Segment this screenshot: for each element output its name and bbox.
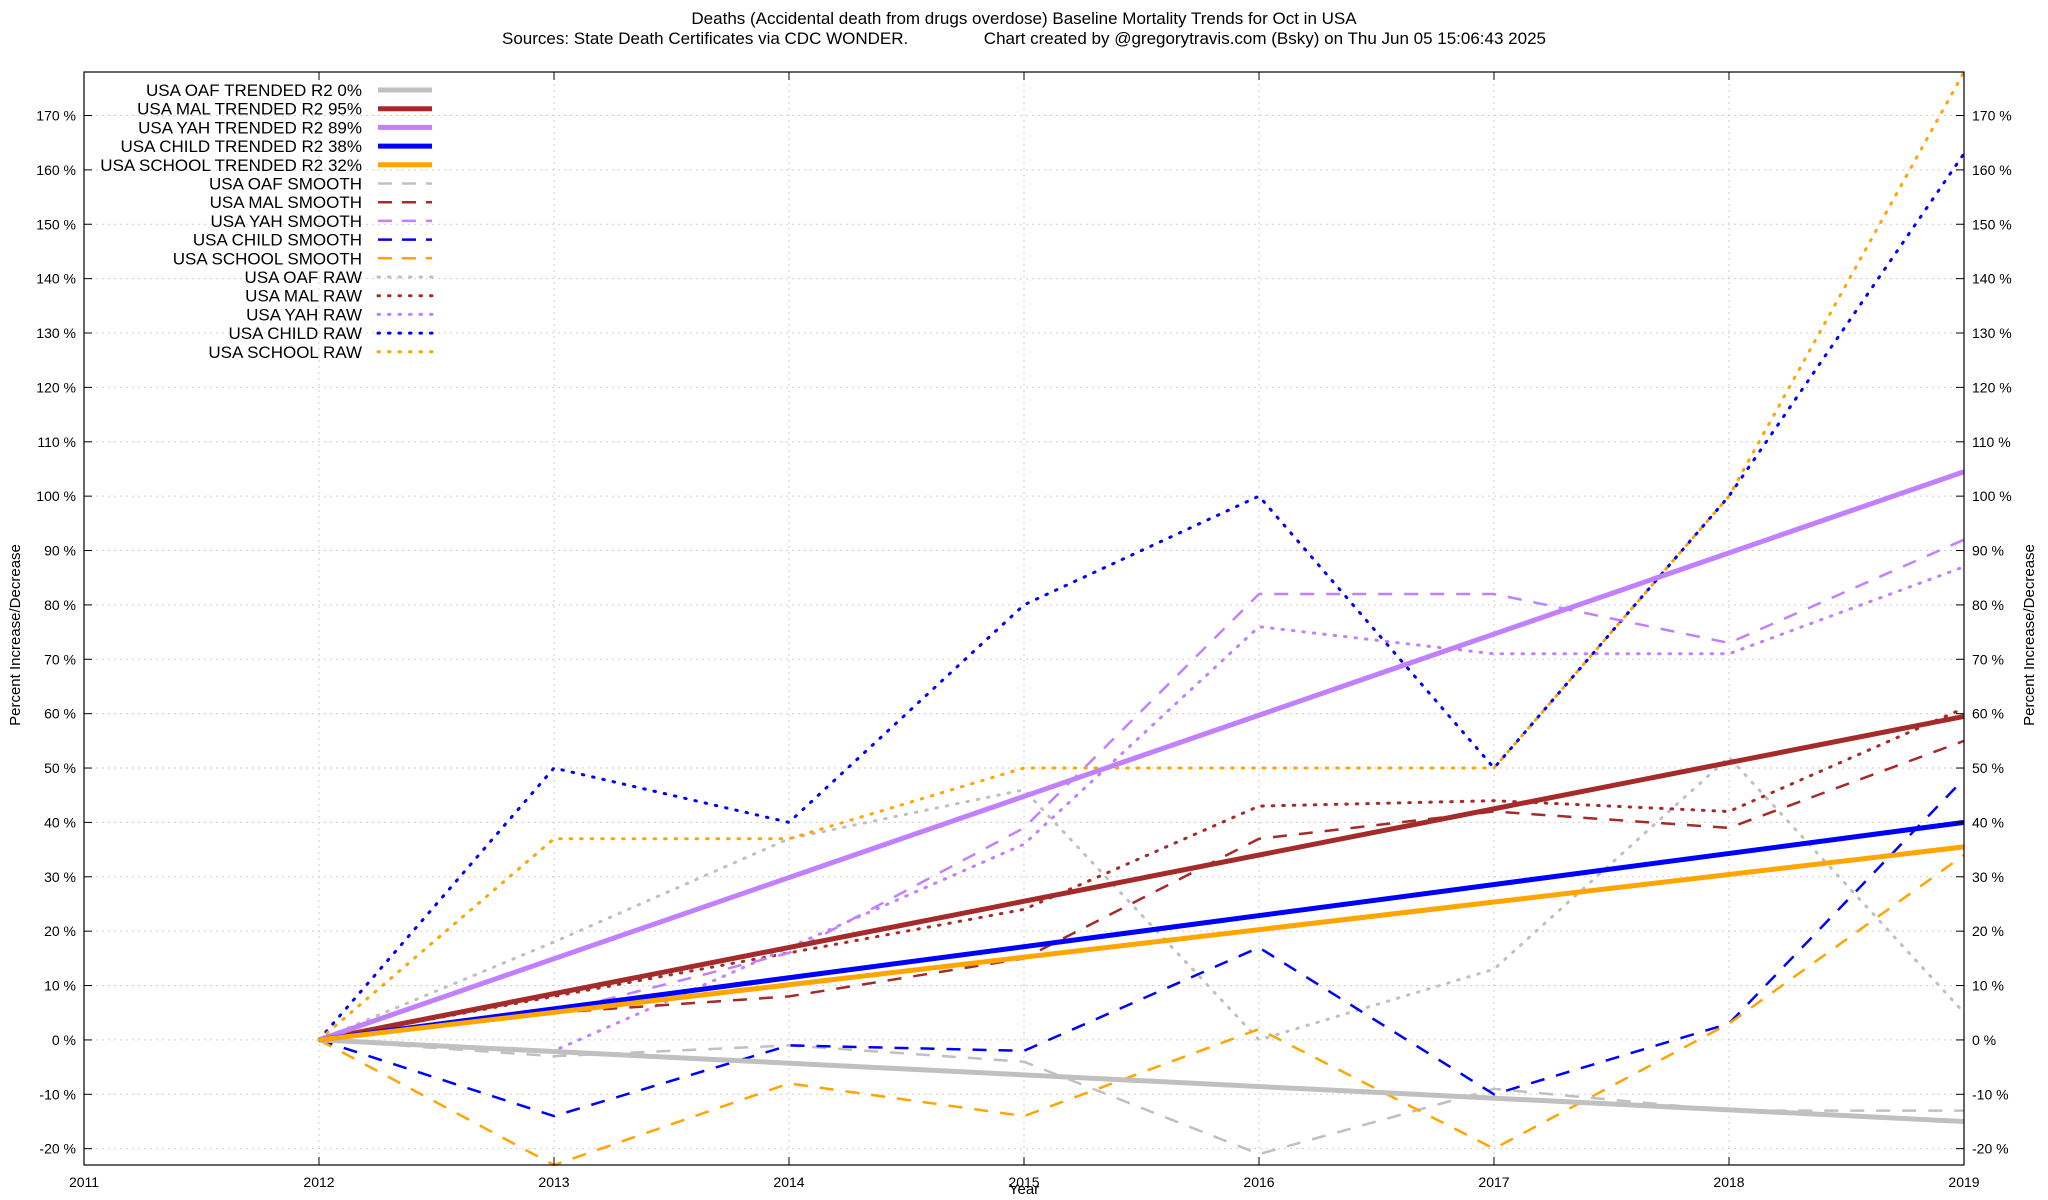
y-tick-label-left: 110 % [37, 434, 76, 450]
y-tick-label-right: 130 % [1972, 325, 2012, 341]
legend: USA OAF TRENDED R2 0%USA MAL TRENDED R2 … [100, 81, 434, 362]
y-tick-label-left: 80 % [44, 597, 76, 613]
y-tick-label-left: 140 % [36, 271, 76, 287]
y-axis-label-left: Percent Increase/Decrease [7, 544, 24, 726]
legend-label: USA CHILD RAW [228, 324, 362, 343]
legend-label: USA CHILD SMOOTH [193, 231, 362, 250]
y-tick-label-right: 70 % [1972, 651, 2004, 667]
series-line [317, 565, 1966, 1053]
y-tick-label-left: 130 % [36, 325, 76, 341]
y-tick-label-left: 50 % [44, 760, 76, 776]
y-tick-label-left: 70 % [44, 651, 76, 667]
y-tick-label-left: 160 % [36, 162, 76, 178]
y-tick-label-right: 10 % [1972, 978, 2004, 994]
series-line [318, 1037, 1965, 1124]
y-tick-label-left: 40 % [44, 814, 76, 830]
y-tick-label-right: 90 % [1972, 543, 2004, 559]
axis-ticks: 2011 2012 2013 2014 2015 2016 2017 2018 2019 -20 … [36, 72, 2012, 1190]
legend-label: USA MAL TRENDED R2 95% [137, 100, 362, 119]
y-tick-label-right: 30 % [1972, 869, 2004, 885]
y-tick-label-right: 110 % [1972, 434, 2011, 450]
y-tick-label-left: 90 % [44, 543, 76, 559]
y-tick-label-right: 170 % [1972, 108, 2012, 124]
x-tick-label: 2012 [303, 1174, 334, 1190]
y-tick-label-right: 0 % [1972, 1032, 1996, 1048]
y-tick-label-right: 50 % [1972, 760, 2004, 776]
legend-label: USA CHILD TRENDED R2 38% [120, 137, 362, 156]
x-axis-label: Year [1009, 1181, 1039, 1198]
series-line [318, 819, 1965, 1043]
x-tick-label: 2011 [69, 1174, 99, 1190]
y-tick-label-right: 20 % [1972, 923, 2004, 939]
series-line [318, 538, 1965, 1042]
x-tick-label: 2019 [1948, 1174, 1979, 1190]
y-tick-label-left: 60 % [44, 706, 76, 722]
x-tick-label: 2013 [538, 1174, 569, 1190]
y-tick-label-right: 40 % [1972, 814, 2004, 830]
series-line [318, 469, 1965, 1043]
series-line [318, 853, 1965, 1167]
series-line [317, 152, 1966, 1042]
legend-label: USA YAH RAW [246, 305, 362, 324]
plot-series [317, 70, 1966, 1167]
legend-label: USA YAH TRENDED R2 89% [138, 118, 362, 137]
y-tick-label-left: 0 % [52, 1032, 76, 1048]
x-tick-label: 2015 [1008, 1174, 1039, 1190]
y-tick-label-right: 100 % [1972, 488, 2012, 504]
series-line [318, 713, 1965, 1043]
series-line [318, 1038, 1964, 1156]
series-line [318, 778, 1965, 1118]
legend-label: USA YAH SMOOTH [211, 212, 362, 231]
legend-label: USA SCHOOL RAW [208, 343, 362, 362]
y-tick-label-right: -10 % [1972, 1086, 2009, 1102]
legend-label: USA OAF SMOOTH [209, 175, 362, 194]
series-line [317, 755, 1966, 1042]
legend-label: USA OAF TRENDED R2 0% [146, 81, 362, 100]
x-tick-label: 2016 [1243, 1174, 1274, 1190]
y-axis-label-right: Percent Increase/Decrease [2021, 544, 2038, 726]
series-line [318, 739, 1965, 1042]
y-tick-label-right: -20 % [1972, 1141, 2009, 1157]
legend-label: USA SCHOOL SMOOTH [173, 249, 362, 268]
legend-label: USA OAF RAW [245, 268, 362, 287]
y-tick-label-left: 170 % [36, 108, 76, 124]
y-tick-label-left: 20 % [44, 923, 76, 939]
legend-label: USA SCHOOL TRENDED R2 32% [100, 156, 362, 175]
y-tick-label-right: 160 % [1972, 162, 2012, 178]
y-tick-label-left: -20 % [39, 1141, 76, 1157]
y-tick-label-left: 120 % [36, 379, 76, 395]
legend-label: USA MAL RAW [245, 287, 362, 306]
y-tick-label-left: 100 % [36, 488, 76, 504]
y-tick-label-right: 80 % [1972, 597, 2004, 613]
series-line [317, 70, 1966, 1042]
y-tick-label-left: 150 % [36, 216, 76, 232]
chart-subtitle: Sources: State Death Certificates via CD… [502, 29, 1546, 48]
y-tick-label-right: 150 % [1972, 216, 2012, 232]
x-tick-label: 2014 [773, 1174, 804, 1190]
grid [84, 72, 1964, 1165]
y-tick-label-right: 140 % [1972, 271, 2012, 287]
chart-title: Deaths (Accidental death from drugs over… [691, 9, 1357, 28]
y-tick-label-left: -10 % [39, 1086, 76, 1102]
x-tick-label: 2017 [1478, 1174, 1509, 1190]
y-tick-label-left: 30 % [44, 869, 76, 885]
y-tick-label-right: 120 % [1972, 379, 2012, 395]
x-tick-label: 2018 [1713, 1174, 1744, 1190]
legend-label: USA MAL SMOOTH [210, 193, 362, 212]
series-line [318, 844, 1965, 1043]
y-tick-label-left: 10 % [44, 978, 76, 994]
y-tick-label-right: 60 % [1972, 706, 2004, 722]
